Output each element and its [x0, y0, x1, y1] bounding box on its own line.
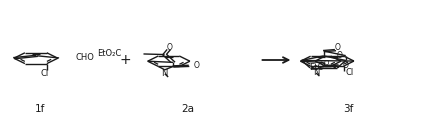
Text: N: N: [313, 68, 319, 77]
Text: Cl: Cl: [345, 68, 353, 77]
Text: O: O: [343, 61, 349, 70]
Text: +: +: [120, 53, 132, 67]
Text: N: N: [162, 69, 168, 78]
Text: CHO: CHO: [75, 53, 94, 62]
Text: 1f: 1f: [35, 104, 45, 114]
Text: O: O: [323, 60, 329, 66]
Text: O: O: [335, 43, 341, 52]
Text: O: O: [336, 51, 342, 60]
Text: 2a: 2a: [181, 104, 194, 114]
Text: 3f: 3f: [343, 104, 353, 114]
Text: EtO: EtO: [309, 63, 325, 72]
Text: EtO₂C: EtO₂C: [97, 49, 122, 58]
Text: O: O: [193, 61, 199, 70]
Text: Cl: Cl: [41, 69, 49, 78]
Text: O: O: [167, 43, 173, 52]
